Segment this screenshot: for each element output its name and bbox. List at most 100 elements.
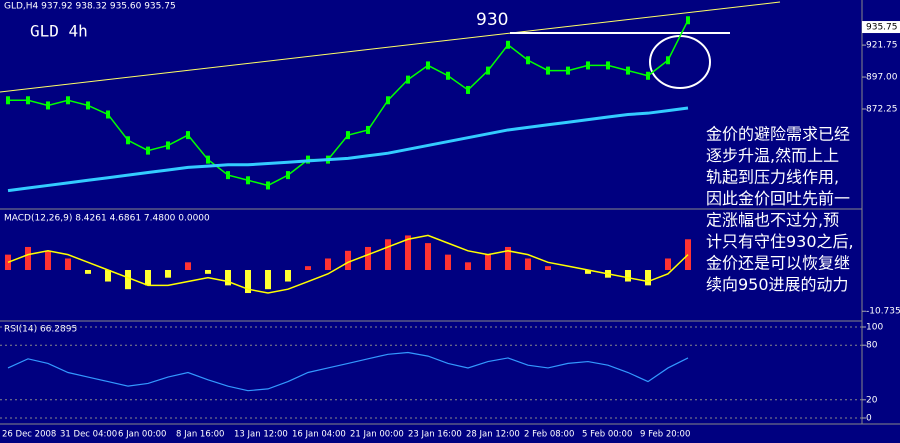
macd-bar: [45, 250, 51, 270]
macd-bar: [465, 262, 471, 270]
candle: [566, 66, 570, 75]
current-price-label: 935.75: [866, 23, 898, 33]
annotation: 定涨幅也不过分,预: [706, 211, 839, 230]
annotation: 金价还是可以恢复继: [706, 254, 850, 273]
y-tick-label: 80: [866, 341, 878, 351]
candle: [346, 131, 350, 140]
macd-bar: [25, 246, 31, 270]
header: GLD,H4 937.92 938.32 935.60 935.75: [4, 2, 176, 12]
macd-bar: [385, 239, 391, 270]
macd-bar: [65, 258, 71, 270]
macd-bar: [485, 254, 491, 270]
macd-bar: [265, 270, 271, 290]
x-tick-label: 16 Jan 04:00: [292, 430, 346, 440]
x-tick-label: 23 Jan 16:00: [408, 430, 462, 440]
annotation: 续向950进展的动力: [706, 275, 849, 294]
y-tick-label: 0: [866, 414, 872, 424]
candle: [446, 71, 450, 80]
macd-bar: [365, 246, 371, 270]
macd-bar: [225, 270, 231, 286]
annotation: 逐步升温,然而上上: [706, 146, 839, 165]
candle: [66, 96, 70, 105]
candle: [586, 61, 590, 70]
candle: [366, 125, 370, 134]
macd-bar: [505, 246, 511, 270]
macd-bar: [425, 243, 431, 270]
x-tick-label: 9 Feb 20:00: [640, 430, 690, 440]
candle: [286, 171, 290, 180]
x-tick-label: 26 Dec 2008: [2, 430, 56, 440]
macd-bar: [285, 270, 291, 282]
y-tick-label: -10.7357: [866, 307, 900, 317]
macd-label: MACD(12,26,9) 8.4261 4.6861 7.4800 0.000…: [4, 214, 210, 224]
macd-bar: [325, 258, 331, 270]
candle: [46, 101, 50, 110]
candle: [606, 61, 610, 70]
annotation: 因此金价回吐先前一: [706, 189, 850, 208]
candle: [86, 101, 90, 110]
candle: [106, 110, 110, 119]
candle: [646, 71, 650, 80]
candle: [506, 40, 510, 49]
y-tick-label: 872.25: [866, 104, 898, 114]
x-tick-label: 13 Jan 12:00: [234, 430, 288, 440]
candle: [226, 171, 230, 180]
x-tick-label: 21 Jan 00:00: [350, 430, 404, 440]
x-tick-label: 31 Dec 04:00: [60, 430, 117, 440]
candle: [466, 85, 470, 94]
macd-bar: [545, 266, 551, 270]
x-tick-label: 6 Jan 00:00: [118, 430, 166, 440]
candle: [386, 96, 390, 105]
annotation: 计只有守住930之后,: [706, 232, 854, 251]
macd-bar: [85, 270, 91, 274]
level-label: 930: [476, 10, 508, 30]
x-tick-label: 5 Feb 00:00: [582, 430, 632, 440]
macd-bar: [345, 250, 351, 270]
y-tick-label: 20: [866, 395, 878, 405]
y-tick-label: 921.75: [866, 41, 898, 51]
macd-bar: [205, 270, 211, 274]
candle: [246, 176, 250, 185]
candle: [6, 96, 10, 105]
candle: [546, 66, 550, 75]
candle: [206, 155, 210, 164]
candle: [126, 136, 130, 145]
candle: [486, 66, 490, 75]
macd-bar: [525, 258, 531, 270]
macd-bar: [645, 270, 651, 286]
annotation: 金价的避险需求已经: [706, 125, 850, 144]
macd-bar: [665, 258, 671, 270]
candle: [426, 61, 430, 70]
candle: [166, 141, 170, 150]
macd-bar: [145, 270, 151, 286]
x-tick-label: 8 Jan 16:00: [176, 430, 224, 440]
resistance-line: [0, 1, 781, 93]
macd-signal: [7, 234, 689, 294]
candle: [666, 56, 670, 65]
macd-bar: [305, 266, 311, 270]
candle: [406, 75, 410, 84]
macd-bar: [405, 235, 411, 270]
rsi-label: RSI(14) 66.2895: [4, 325, 77, 335]
candle: [626, 66, 630, 75]
rsi-line: [7, 351, 689, 392]
macd-bar: [585, 270, 591, 274]
macd-bar: [625, 270, 631, 282]
current-price-box: [862, 21, 900, 34]
candle: [686, 16, 690, 25]
macd-bar: [125, 270, 131, 290]
candle: [266, 181, 270, 190]
candle: [146, 146, 150, 155]
moving-average: [7, 106, 689, 193]
y-tick-label: 100: [866, 323, 883, 333]
macd-bar: [445, 254, 451, 270]
chart-title: GLD 4h: [30, 22, 88, 41]
x-tick-label: 28 Jan 12:00: [466, 430, 520, 440]
macd-bar: [105, 270, 111, 282]
macd-bar: [165, 270, 171, 278]
x-tick-label: 2 Feb 08:00: [524, 430, 574, 440]
candle: [26, 96, 30, 105]
macd-bar: [185, 262, 191, 270]
candle: [186, 131, 190, 140]
